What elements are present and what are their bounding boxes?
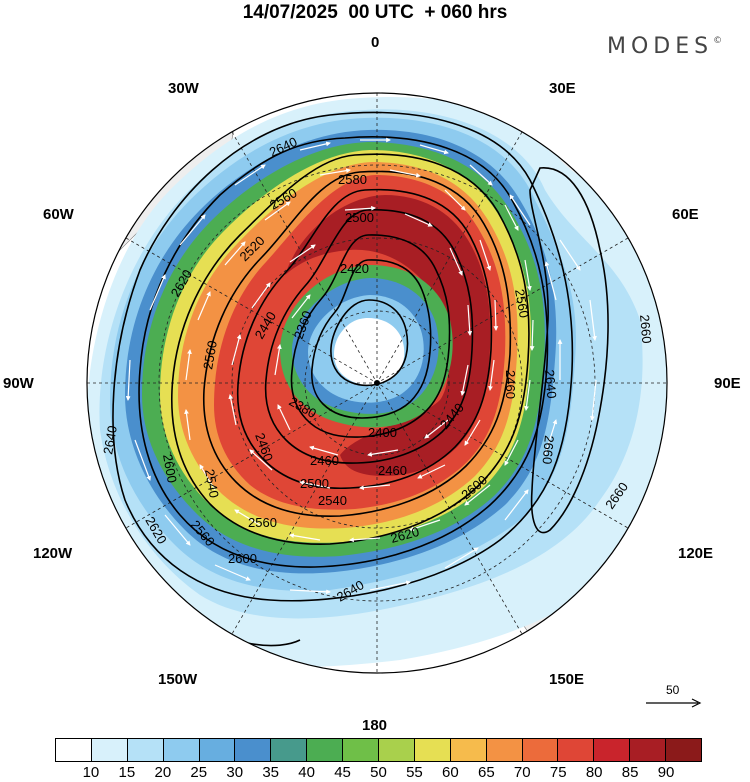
- vector-reference-label: 50: [666, 683, 680, 697]
- colorbar-label: 80: [585, 764, 603, 781]
- contour-label: 2500: [300, 476, 329, 491]
- contour-label: 2400: [368, 425, 397, 440]
- shade-85: [285, 195, 491, 476]
- pole-marker: [374, 380, 380, 386]
- colorbar-label: 45: [334, 764, 351, 781]
- vector-reference: 50: [644, 683, 704, 713]
- colorbar-cell: [199, 739, 236, 761]
- colorbar-cell: [379, 739, 415, 761]
- lon-label-30e: 30E: [549, 80, 576, 97]
- contour-label: 2540: [318, 493, 347, 508]
- contour-label: 2560: [512, 288, 532, 319]
- height-contours: [112, 111, 609, 647]
- contour-label: 2560: [248, 515, 277, 530]
- colorbar-labels: 10 15 20 25 30 35 40 45 50 55 60 65 70 75 80 85 90: [55, 764, 702, 782]
- colorbar-label: 65: [477, 764, 495, 781]
- polar-map: 2640 2580 2560 2500 2420 2520 2620 2560 …: [86, 92, 668, 674]
- contour-label: 2660: [539, 435, 556, 465]
- contour-label: 2560: [200, 339, 220, 370]
- contour-label: 2640: [197, 640, 229, 662]
- colorbar-label: 35: [262, 764, 279, 781]
- contour-label: 2600: [160, 453, 180, 484]
- lon-label-60e: 60E: [672, 206, 699, 223]
- lon-label-30w: 30W: [168, 80, 199, 97]
- brand-mark: ©: [713, 36, 723, 46]
- brand-name: MODES: [607, 34, 714, 59]
- colorbar-cell: [127, 739, 164, 761]
- colorbar-cell: [414, 739, 451, 761]
- contour-label: 2540: [202, 468, 222, 499]
- colorbar-cell: [163, 739, 200, 761]
- vector-reference-arrow: [646, 698, 702, 708]
- lon-label-150e: 150E: [549, 671, 585, 688]
- colorbar-cell: [522, 739, 559, 761]
- lon-label-90e: 90E: [714, 375, 741, 392]
- contour-label: 2660: [637, 314, 654, 344]
- map-frame: [86, 92, 668, 674]
- colorbar-cell: [56, 739, 92, 761]
- lon-label-150w: 150W: [158, 671, 198, 688]
- colorbar-cell: [343, 739, 380, 761]
- colorbar-cells: [55, 738, 702, 762]
- contour-label: 2620: [389, 524, 421, 546]
- colorbar-cell: [91, 739, 128, 761]
- colorbar-label: 20: [154, 764, 172, 781]
- colorbar-label: 55: [406, 764, 423, 781]
- map-field: 2640 2580 2560 2500 2420 2520 2620 2560 …: [87, 93, 667, 673]
- colorbar-cell: [450, 739, 487, 761]
- lon-label-120w: 120W: [33, 545, 73, 562]
- map-title: 14/07/2025 00 UTC + 060 hrs: [242, 2, 508, 23]
- colorbar-label: 40: [298, 764, 315, 781]
- contour-label: 2460: [310, 453, 339, 468]
- colorbar-cell: [307, 739, 344, 761]
- wind-vectors: [125, 137, 597, 595]
- colorbar-cell: [271, 739, 308, 761]
- colorbar-label: 90: [657, 764, 675, 781]
- colorbar-cell: [594, 739, 631, 761]
- colorbar-label: 70: [513, 764, 531, 781]
- colorbar-cell: [666, 739, 702, 761]
- lon-label-120e: 120E: [678, 545, 714, 562]
- colorbar-label: 30: [226, 764, 244, 781]
- contour-label: 2600: [228, 551, 257, 566]
- colorbar-label: 10: [82, 764, 100, 781]
- colorbar-label: 60: [442, 764, 459, 781]
- colorbar-cell: [486, 739, 523, 761]
- lon-label-60w: 60W: [43, 206, 74, 223]
- colorbar-label: 15: [118, 764, 136, 781]
- lon-label-0: 0: [371, 34, 380, 51]
- colorbar-cell: [558, 739, 595, 761]
- contour-label: 2580: [338, 172, 367, 187]
- brand-logo: MODES©: [607, 34, 722, 59]
- lon-label-180: 180: [362, 717, 388, 734]
- colorbar-label: 75: [549, 764, 567, 781]
- lon-label-90w: 90W: [3, 375, 34, 392]
- contour-label: 2640: [100, 424, 120, 455]
- colorbar-cell: [235, 739, 272, 761]
- contour-label: 2460: [378, 463, 407, 478]
- colorbar-label: 85: [621, 764, 639, 781]
- colorbar-label: 50: [370, 764, 387, 781]
- contour-label: 2640: [542, 369, 559, 399]
- contour-label: 2460: [503, 370, 518, 399]
- contour-label: 2420: [340, 261, 369, 276]
- colorbar-cell: [630, 739, 667, 761]
- colorbar-label: 25: [190, 764, 208, 781]
- contour-label: 2500: [345, 210, 374, 225]
- colorbar: [55, 738, 702, 762]
